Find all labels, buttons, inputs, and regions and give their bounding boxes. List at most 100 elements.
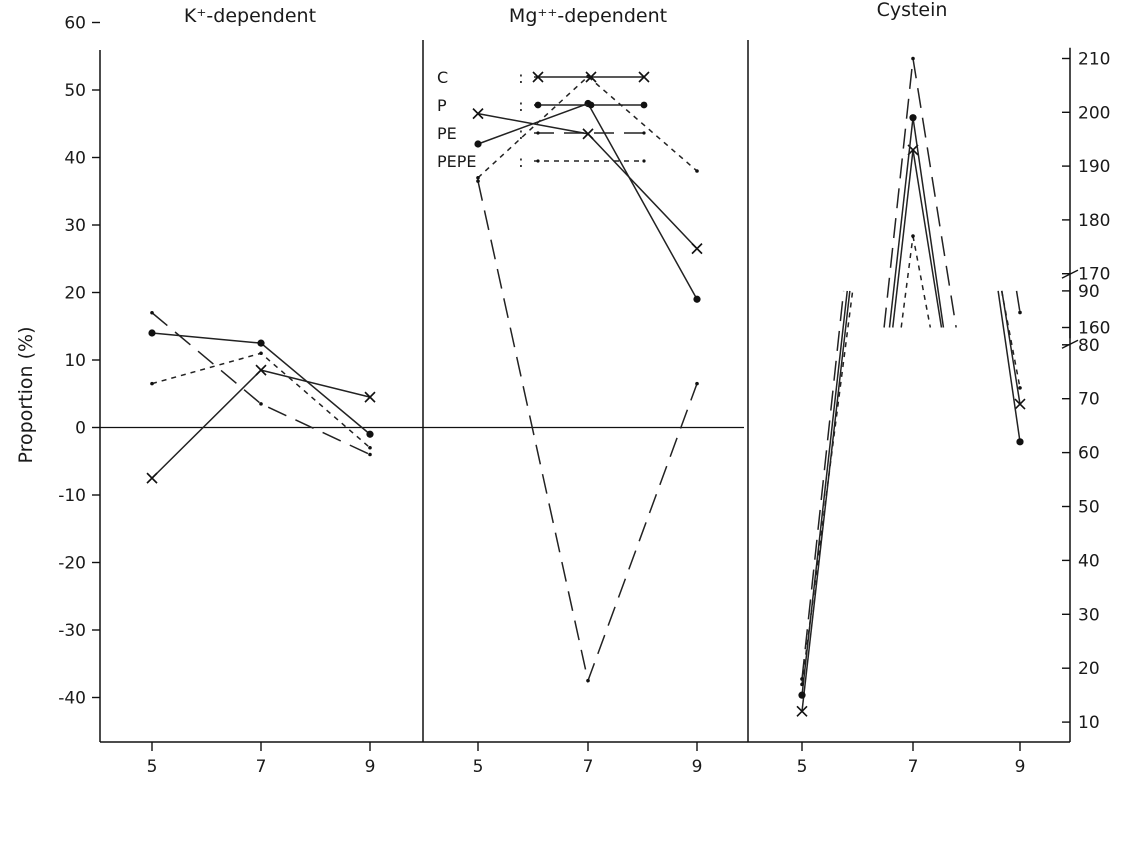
legend: C: P: PE: PEPE: — [437, 68, 650, 171]
data-point-p — [366, 430, 374, 438]
data-point-p — [693, 295, 701, 303]
data-point-p — [909, 114, 917, 122]
series-line-pe — [151, 312, 371, 456]
left-tick-label: 20 — [64, 284, 86, 304]
data-point-c — [1014, 398, 1026, 410]
left-tick-label: 0 — [75, 419, 86, 439]
left-tick-label: -40 — [58, 689, 86, 709]
panel-title: K⁺-dependent — [184, 5, 316, 27]
right-y-axis: 210 200 190 180 170 160 90 80 70 60 50 40 30 20 10 — [1061, 47, 1110, 742]
legend-label-p: P — [437, 96, 447, 115]
series-line-p — [801, 290, 848, 696]
series-line-pe — [912, 58, 957, 328]
right-tick-label: 160 — [1078, 319, 1110, 339]
data-point-pe — [150, 310, 154, 315]
data-point-pepe — [800, 682, 804, 687]
series-line-pe — [1015, 290, 1021, 313]
right-tick-label: 40 — [1078, 551, 1100, 571]
data-point-pepe — [1018, 386, 1022, 390]
data-point-pepe — [695, 169, 699, 173]
data-point-p — [474, 140, 482, 148]
data-point-pe — [911, 56, 915, 61]
series-line-c — [892, 149, 914, 328]
left-y-axis: 80706050403020100-10-20-30-40 — [58, 14, 101, 742]
legend-marker-p — [534, 101, 542, 109]
left-tick-label: -10 — [58, 486, 86, 506]
data-point-pe — [476, 179, 480, 183]
panel-mg-dependent: Mg⁺⁺-dependent — [472, 5, 703, 684]
data-point-pe — [368, 452, 372, 457]
left-tick-label: 30 — [64, 216, 86, 236]
right-tick-label: 190 — [1078, 157, 1110, 177]
data-point-pe — [586, 678, 590, 683]
legend-label-pepe: PEPE — [437, 152, 477, 171]
data-point-pe — [1018, 310, 1022, 315]
series-line-pepe — [151, 352, 371, 449]
x-tick-label: 5 — [473, 757, 484, 777]
data-point-p — [148, 329, 156, 337]
left-tick-label: 60 — [64, 14, 86, 34]
right-tick-label: 200 — [1078, 103, 1110, 123]
data-point-pepe — [476, 175, 480, 180]
series-line-p — [912, 117, 945, 328]
panel-title: Cystein — [877, 0, 948, 21]
data-point-pepe — [150, 381, 154, 386]
data-point-pepe — [911, 234, 915, 238]
right-tick-label: 90 — [1078, 282, 1100, 302]
series-line-pepe — [900, 235, 914, 328]
left-tick-label: 40 — [64, 149, 86, 169]
data-point-pepe — [259, 351, 263, 356]
series-line-p — [997, 290, 1021, 442]
x-tick-label: 5 — [797, 757, 808, 777]
x-tick-label: 5 — [147, 757, 158, 777]
series-line-pe — [883, 58, 914, 328]
panel-title: Mg⁺⁺-dependent — [509, 5, 667, 27]
x-tick-label: 9 — [692, 757, 703, 777]
x-axes: 5 7 9 5 7 9 5 7 9 — [147, 742, 1026, 777]
legend-colon: : — [518, 68, 523, 87]
legend-label-c: C — [437, 68, 448, 87]
x-tick-label: 9 — [365, 757, 376, 777]
right-tick-label: 80 — [1078, 336, 1100, 356]
left-tick-label: -20 — [58, 554, 86, 574]
x-tick-label: 9 — [1015, 757, 1026, 777]
legend-marker-c — [638, 71, 650, 83]
left-tick-label: 10 — [64, 351, 86, 371]
legend-marker-pepe — [536, 159, 540, 163]
x-tick-label: 7 — [256, 757, 267, 777]
right-tick-label: 70 — [1078, 390, 1100, 410]
series-line-c — [1001, 290, 1021, 405]
right-tick-label: 60 — [1078, 444, 1100, 464]
right-tick-label: 30 — [1078, 605, 1100, 625]
data-point-pe — [695, 381, 699, 386]
series-line-pepe — [912, 235, 932, 328]
series-line-p — [888, 117, 914, 328]
x-tick-label: 7 — [583, 757, 594, 777]
right-tick-label: 20 — [1078, 659, 1100, 679]
legend-colon: : — [518, 96, 523, 115]
legend-marker-p — [587, 101, 595, 109]
data-point-p — [257, 339, 265, 347]
y-axis-label: Proportion (%) — [15, 327, 37, 464]
series-line-c — [151, 369, 371, 479]
left-tick-label: 50 — [64, 81, 86, 101]
series-line-pepe — [477, 75, 698, 179]
legend-marker-pepe — [642, 159, 646, 163]
panel-cystein: Cystein — [796, 0, 1026, 717]
data-point-c — [691, 243, 703, 255]
legend-colon: : — [518, 124, 523, 143]
data-point-p — [798, 691, 806, 699]
right-tick-label: 180 — [1078, 211, 1110, 231]
series-line-pe — [477, 180, 698, 684]
panel-k-dependent: K⁺-dependent — [146, 5, 376, 484]
data-point-c — [472, 108, 484, 120]
left-tick-label: -30 — [58, 621, 86, 641]
data-point-pepe — [368, 445, 372, 450]
legend-label-pe: PE — [437, 124, 457, 143]
legend-marker-pe — [642, 131, 646, 135]
right-tick-label: 50 — [1078, 498, 1100, 518]
data-point-c — [146, 472, 158, 484]
series-line-pepe — [801, 290, 854, 685]
right-tick-label: 10 — [1078, 713, 1100, 733]
data-point-c — [582, 128, 594, 140]
